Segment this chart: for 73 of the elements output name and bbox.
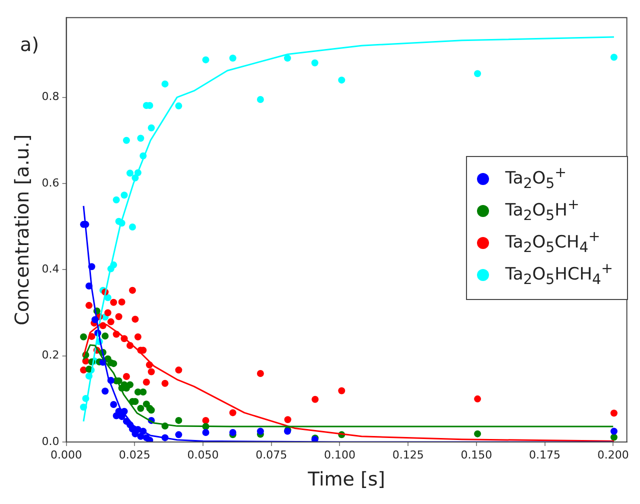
point [229,54,236,62]
point [474,430,482,438]
point [610,410,618,417]
x-tick-label: 0.025 [118,448,150,462]
y-tick-label: 0.4 [42,262,60,276]
point [115,313,122,320]
point [118,298,126,306]
point [122,373,130,380]
point [338,76,346,84]
point [256,96,264,103]
point [142,378,150,386]
point [162,380,169,387]
point [256,428,264,435]
point [80,333,88,340]
point [284,416,292,424]
point [474,395,482,402]
legend-label: Ta$_{2}$O$_{5}$H$^{+}$ [505,197,580,225]
point [132,316,139,323]
point [162,80,169,88]
x-tick-label: 0.000 [50,448,82,462]
point [256,370,264,377]
point [128,224,136,230]
point [128,286,136,294]
point [610,428,618,435]
point [148,124,155,132]
y-axis-title: Concentration [a.u.] [11,134,34,326]
point [85,302,92,309]
text: a) [20,34,40,56]
y-tick-label: 0.8 [42,90,60,104]
x-tick-label: 0.075 [256,448,288,462]
point [148,368,155,376]
x-axis-title: Time [s] [306,468,386,491]
point [112,196,120,204]
point [175,416,182,424]
y-tick-label: 0.0 [42,434,60,448]
x-tick-label: 0.175 [529,448,561,462]
point [107,318,114,326]
point [338,387,346,394]
point [474,70,482,78]
point [104,309,112,316]
point [140,388,147,396]
point [134,333,142,340]
point [146,436,154,442]
y-tick-label: 0.2 [42,348,60,362]
point [202,56,210,64]
point [202,416,210,424]
point [110,401,118,408]
point [102,332,109,340]
point [110,298,118,306]
x-tick-label: 0.150 [460,448,492,462]
point [229,409,236,416]
point [610,54,618,61]
point [175,102,182,110]
point [610,434,618,441]
x-tick-label: 0.200 [597,448,629,462]
point [122,136,130,144]
y-tick-label: 0.6 [42,176,60,190]
point [175,366,182,374]
point [126,381,134,388]
x-tick-label: 0.100 [324,448,356,462]
point [137,404,144,412]
point [126,170,134,177]
point [311,59,318,66]
point [102,388,109,395]
point [312,396,319,403]
point [284,54,291,62]
point [137,134,144,142]
point [175,431,182,438]
point [120,192,128,199]
point [110,360,118,368]
x-tick-label: 0.125 [392,448,424,462]
x-tick-label: 0.050 [187,448,219,462]
point [202,429,210,436]
